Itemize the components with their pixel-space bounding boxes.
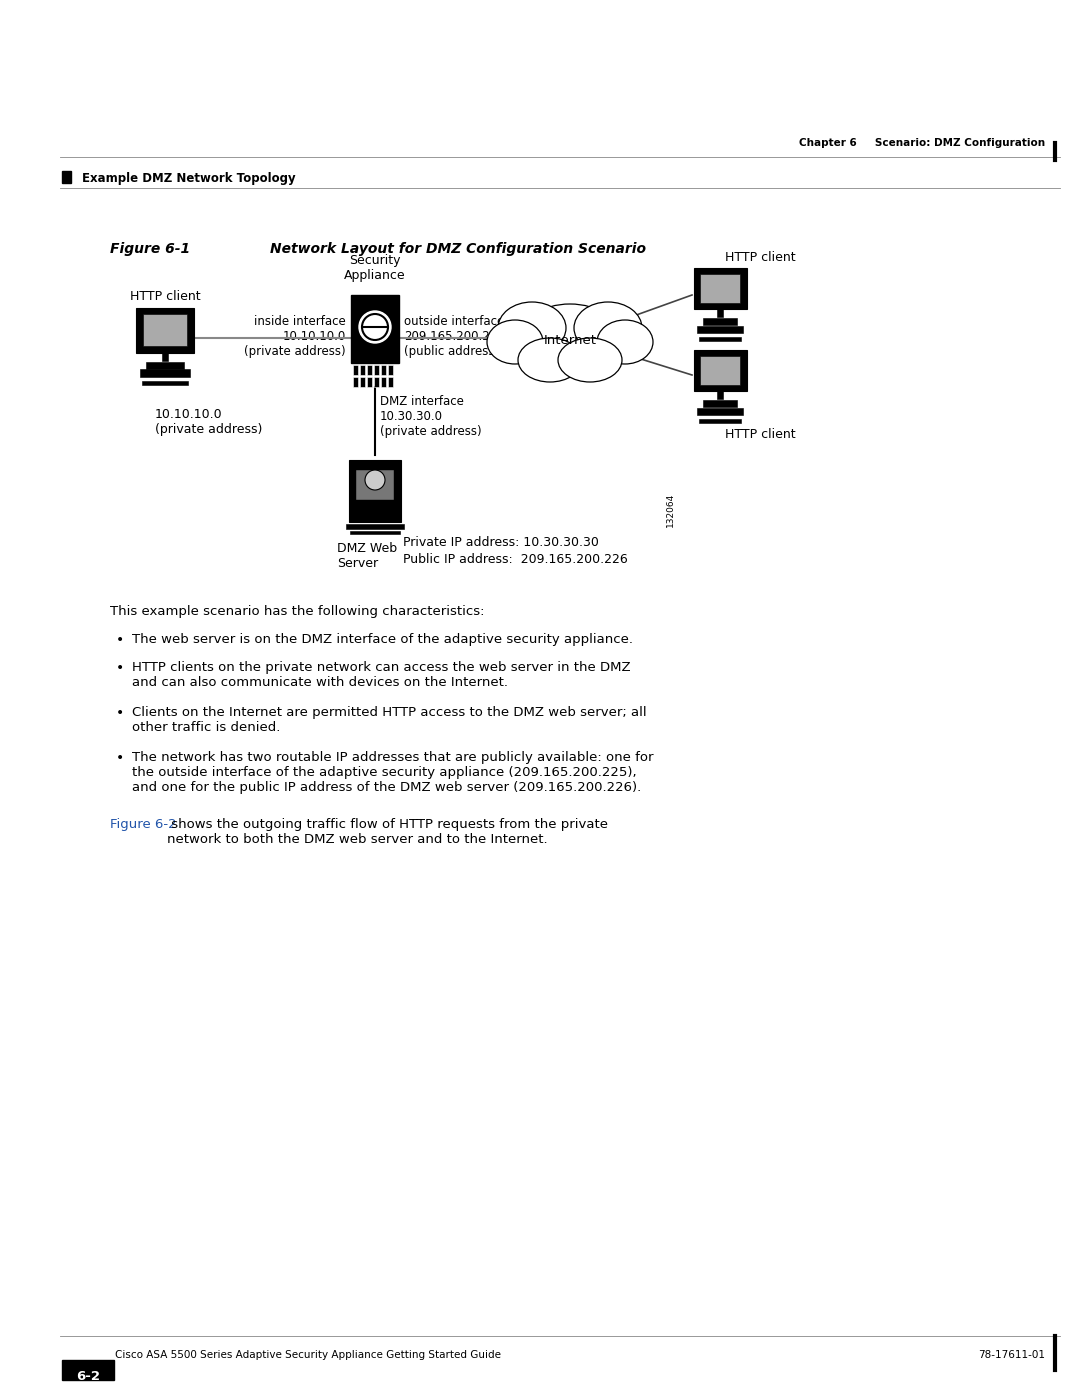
Text: HTTP client: HTTP client xyxy=(725,427,796,441)
Bar xyxy=(162,353,168,360)
Bar xyxy=(388,377,393,387)
Bar xyxy=(367,365,372,374)
Text: •: • xyxy=(116,661,124,675)
Ellipse shape xyxy=(487,320,543,365)
Bar xyxy=(367,377,372,387)
Text: DMZ Web
Server: DMZ Web Server xyxy=(337,542,397,570)
Text: Clients on the Internet are permitted HTTP access to the DMZ web server; all
oth: Clients on the Internet are permitted HT… xyxy=(132,705,647,733)
Bar xyxy=(143,314,187,346)
Bar xyxy=(140,369,190,377)
Text: outside interface
209.165.200.225
(public address): outside interface 209.165.200.225 (publi… xyxy=(404,314,504,358)
Text: 10.10.10.0
(private address): 10.10.10.0 (private address) xyxy=(156,408,262,436)
Text: •: • xyxy=(116,633,124,647)
Bar xyxy=(697,408,743,415)
Text: 6-2: 6-2 xyxy=(76,1370,100,1383)
Bar xyxy=(353,365,357,374)
Bar xyxy=(351,295,399,363)
Text: Private IP address: 10.30.30.30: Private IP address: 10.30.30.30 xyxy=(403,536,599,549)
Bar xyxy=(349,460,401,522)
Text: HTTP client: HTTP client xyxy=(130,291,200,303)
Bar xyxy=(381,377,386,387)
Bar xyxy=(700,356,740,386)
Text: The web server is on the DMZ interface of the adaptive security appliance.: The web server is on the DMZ interface o… xyxy=(132,633,633,645)
Circle shape xyxy=(362,314,388,339)
Text: shows the outgoing traffic flow of HTTP requests from the private
network to bot: shows the outgoing traffic flow of HTTP … xyxy=(167,819,608,847)
Text: DMZ interface
10.30.30.0
(private address): DMZ interface 10.30.30.0 (private addres… xyxy=(380,395,482,439)
Bar xyxy=(62,1361,114,1380)
Bar xyxy=(62,170,71,183)
Bar xyxy=(694,351,747,391)
Bar xyxy=(350,531,400,534)
Text: Chapter 6     Scenario: DMZ Configuration: Chapter 6 Scenario: DMZ Configuration xyxy=(799,138,1045,148)
Text: Example DMZ Network Topology: Example DMZ Network Topology xyxy=(82,172,296,184)
Text: inside interface
10.10.10.0
(private address): inside interface 10.10.10.0 (private add… xyxy=(244,314,346,358)
Text: •: • xyxy=(116,705,124,719)
Ellipse shape xyxy=(558,338,622,381)
Bar xyxy=(697,326,743,332)
Bar xyxy=(703,319,737,326)
Bar xyxy=(136,307,194,353)
Text: Public IP address:  209.165.200.226: Public IP address: 209.165.200.226 xyxy=(403,553,627,566)
Text: Figure 6-2: Figure 6-2 xyxy=(110,819,177,831)
Bar xyxy=(703,400,737,407)
Text: Cisco ASA 5500 Series Adaptive Security Appliance Getting Started Guide: Cisco ASA 5500 Series Adaptive Security … xyxy=(114,1350,501,1361)
Bar xyxy=(141,381,188,386)
Text: This example scenario has the following characteristics:: This example scenario has the following … xyxy=(110,605,485,617)
Bar xyxy=(374,377,379,387)
Text: Internet: Internet xyxy=(543,334,596,346)
Bar xyxy=(388,365,393,374)
Text: Network Layout for DMZ Configuration Scenario: Network Layout for DMZ Configuration Sce… xyxy=(270,242,646,256)
Bar xyxy=(353,377,357,387)
Text: The network has two routable IP addresses that are publicly available: one for
t: The network has two routable IP addresse… xyxy=(132,752,653,793)
Circle shape xyxy=(359,312,391,344)
Circle shape xyxy=(365,469,384,490)
Ellipse shape xyxy=(573,302,642,353)
Bar xyxy=(381,365,386,374)
Text: HTTP clients on the private network can access the web server in the DMZ
and can: HTTP clients on the private network can … xyxy=(132,661,631,689)
Bar xyxy=(374,365,379,374)
Bar xyxy=(699,419,741,423)
Bar xyxy=(360,377,365,387)
Ellipse shape xyxy=(597,320,653,365)
Text: 132064: 132064 xyxy=(665,493,675,527)
Bar xyxy=(699,337,741,341)
Bar xyxy=(356,469,394,500)
Ellipse shape xyxy=(498,302,566,353)
Text: Security
Appliance: Security Appliance xyxy=(345,254,406,282)
Ellipse shape xyxy=(518,338,582,381)
Bar xyxy=(146,362,184,369)
Text: HTTP client: HTTP client xyxy=(725,251,796,264)
Text: •: • xyxy=(116,752,124,766)
Bar xyxy=(346,524,404,529)
Bar xyxy=(700,274,740,303)
Bar xyxy=(360,365,365,374)
Bar xyxy=(717,391,723,400)
Text: 78-17611-01: 78-17611-01 xyxy=(978,1350,1045,1361)
Text: Figure 6-1: Figure 6-1 xyxy=(110,242,190,256)
Bar xyxy=(694,268,747,309)
Bar xyxy=(717,309,723,317)
Ellipse shape xyxy=(518,305,622,376)
